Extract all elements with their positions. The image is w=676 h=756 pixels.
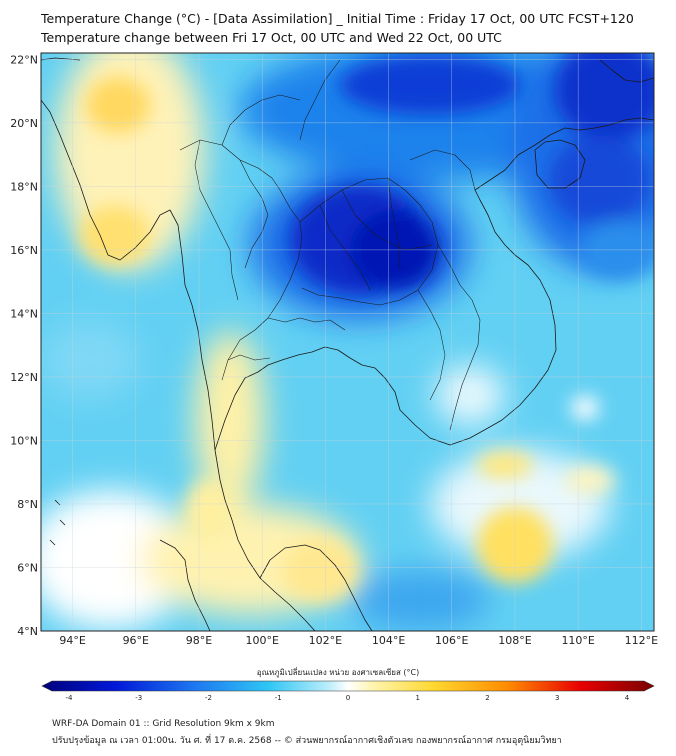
longitude-tick-label: 102°E [309,634,342,647]
latitude-tick-label: 16°N [10,244,38,257]
graticule [41,53,654,631]
temperature-field [41,53,654,631]
model-info: WRF-DA Domain 01 :: Grid Resolution 9km … [52,719,275,729]
colorbar-title: อุณหภูมิเปลี่ยนแปลง หน่วย องศาเซลเซียส (… [256,668,420,677]
longitude-tick-label: 108°E [498,634,531,647]
longitude-tick-label: 98°E [186,634,212,647]
colorbar-tick-label: 2 [485,694,489,702]
latitude-tick-label: 12°N [10,371,38,384]
latitude-axis: 4°N 6°N 8°N 10°N 12°N 14°N 16°N 18°N 20°N 22°N [10,53,38,638]
colorbar-tick-label: -3 [135,694,142,702]
colorbar-tick-label: -2 [205,694,212,702]
latitude-tick-label: 20°N [10,117,38,130]
colorbar-tick-label: 0 [346,694,350,702]
map-title: Temperature Change (°C) - [Data Assimila… [41,11,634,26]
longitude-tick-label: 94°E [59,634,85,647]
longitude-tick-label: 112°E [625,634,658,647]
colorbar-tick-label: 4 [625,694,630,702]
colorbar-tick-label: 3 [555,694,559,702]
longitude-tick-label: 96°E [123,634,149,647]
longitude-tick-label: 100°E [245,634,278,647]
map-subtitle: Temperature change between Fri 17 Oct, 0… [41,30,502,45]
latitude-tick-label: 4°N [17,625,38,638]
latitude-tick-label: 6°N [17,561,38,574]
longitude-tick-label: 104°E [372,634,405,647]
colorbar-ticks: -4 -3 -2 -1 0 1 2 3 4 [66,694,630,702]
colorbar-tick-label: -1 [275,694,282,702]
colorbar [41,680,655,692]
map-frame [40,52,655,632]
credit-line: ปรับปรุงข้อมูล ณ เวลา 01:00น. วัน ศ. ที่… [52,736,562,746]
latitude-tick-label: 18°N [10,180,38,193]
province-boundaries [179,59,481,431]
coastlines [41,57,654,631]
longitude-tick-label: 110°E [561,634,594,647]
longitude-axis: 94°E 96°E 98°E 100°E 102°E 104°E 106°E 108°E 110… [59,634,658,647]
latitude-tick-label: 14°N [10,307,38,320]
colorbar-tick-label: 1 [416,694,420,702]
longitude-tick-label: 106°E [435,634,468,647]
latitude-tick-label: 22°N [10,53,38,66]
latitude-tick-label: 10°N [10,434,38,447]
colorbar-tick-label: -4 [66,694,74,702]
latitude-tick-label: 8°N [17,498,38,511]
